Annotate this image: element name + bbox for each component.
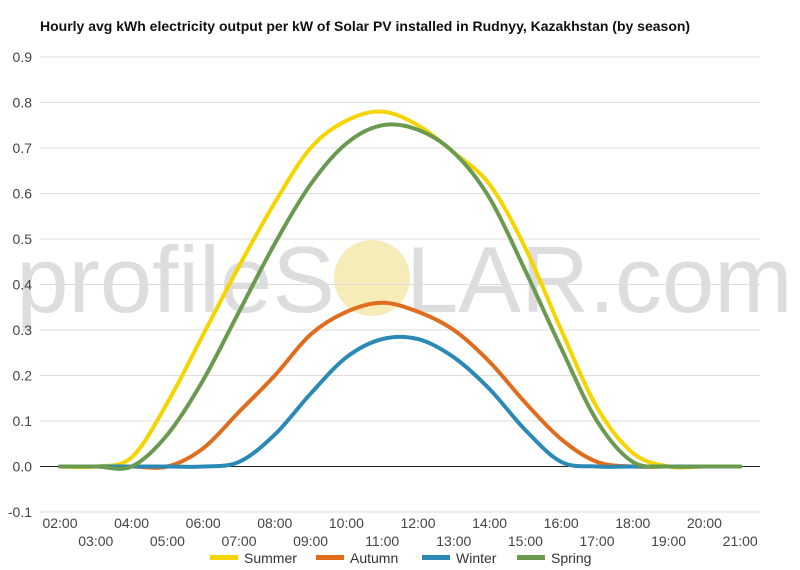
y-tick-label: 0.7 — [13, 140, 33, 156]
y-axis: -0.1 0.0 0.1 0.2 0.3 0.4 0.5 0.6 0.7 0.8 0.9 — [8, 49, 32, 520]
x-tick-label: 10:00 — [329, 515, 364, 531]
y-tick-label: 0.9 — [13, 49, 33, 65]
y-tick-label: 0.6 — [13, 186, 33, 202]
watermark-text-left: profileS — [16, 227, 335, 332]
x-tick-label: 02:00 — [42, 515, 77, 531]
y-tick-label: 0.2 — [13, 368, 33, 384]
x-tick-label: 16:00 — [544, 515, 579, 531]
x-tick-label: 15:00 — [508, 533, 543, 549]
x-tick-label: 05:00 — [150, 533, 185, 549]
y-tick-label: 0.5 — [13, 231, 33, 247]
x-tick-label: 04:00 — [114, 515, 149, 531]
x-axis: 02:0003:0004:0005:0006:0007:0008:0009:00… — [42, 515, 757, 549]
x-tick-label: 18:00 — [615, 515, 650, 531]
y-tick-label: 0.4 — [13, 277, 33, 293]
y-tick-label: 0.1 — [13, 413, 33, 429]
legend-swatch-autumn — [316, 555, 344, 560]
x-tick-label: 06:00 — [186, 515, 221, 531]
x-tick-label: 07:00 — [221, 533, 256, 549]
legend-label-spring: Spring — [551, 550, 591, 566]
chart-title: Hourly avg kWh electricity output per kW… — [40, 18, 691, 34]
legend-swatch-summer — [210, 555, 238, 560]
series-line-spring — [58, 122, 743, 471]
x-tick-label: 14:00 — [472, 515, 507, 531]
y-tick-label: -0.1 — [8, 504, 32, 520]
legend-label-autumn: Autumn — [350, 550, 398, 566]
x-tick-label: 21:00 — [723, 533, 758, 549]
series-line-winter — [58, 334, 743, 469]
legend-label-summer: Summer — [244, 550, 297, 566]
x-tick-label: 19:00 — [651, 533, 686, 549]
watermark-text-right: LAR.com — [406, 227, 793, 332]
y-tick-label: 0.0 — [13, 459, 33, 475]
x-tick-label: 08:00 — [257, 515, 292, 531]
series-line-summer — [58, 109, 743, 470]
x-tick-label: 11:00 — [365, 533, 399, 549]
legend: Summer Autumn Winter Spring — [210, 550, 591, 566]
x-tick-label: 17:00 — [579, 533, 614, 549]
x-tick-label: 20:00 — [687, 515, 722, 531]
x-tick-label: 12:00 — [400, 515, 435, 531]
x-tick-label: 13:00 — [436, 533, 471, 549]
x-tick-label: 03:00 — [78, 533, 113, 549]
watermark: profileS LAR.com — [16, 227, 792, 332]
series-lines — [58, 109, 743, 471]
legend-swatch-winter — [422, 555, 450, 560]
y-tick-label: 0.3 — [13, 322, 33, 338]
x-tick-label: 09:00 — [293, 533, 328, 549]
legend-swatch-spring — [517, 555, 545, 560]
y-tick-label: 0.8 — [13, 95, 33, 111]
watermark-sun-icon — [334, 240, 410, 316]
legend-label-winter: Winter — [456, 550, 497, 566]
